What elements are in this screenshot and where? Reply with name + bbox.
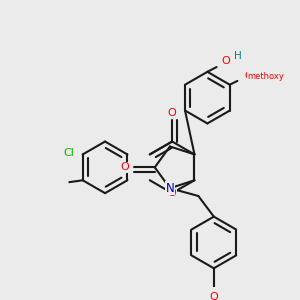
Text: O: O [168,108,176,118]
Text: O: O [168,188,176,198]
Text: N: N [166,182,174,195]
Text: O: O [222,56,230,66]
Text: Cl: Cl [64,148,75,158]
Text: O: O [244,71,253,81]
Text: O: O [209,292,218,300]
Text: methoxy: methoxy [248,72,284,81]
Text: O: O [121,162,130,172]
Text: H: H [234,51,242,61]
